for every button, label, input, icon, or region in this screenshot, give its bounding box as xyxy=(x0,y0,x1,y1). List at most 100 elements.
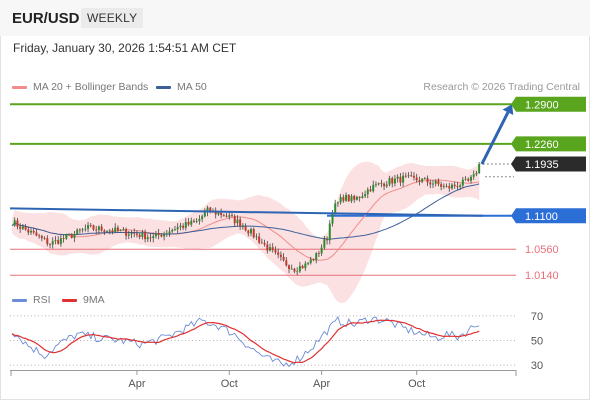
candle xyxy=(461,176,464,189)
candle xyxy=(423,176,426,180)
candle xyxy=(266,240,269,254)
candle xyxy=(288,264,291,274)
candle-body xyxy=(49,244,52,245)
candle-body xyxy=(347,194,350,202)
candle xyxy=(415,173,418,183)
candle-body xyxy=(182,225,185,228)
candle-body xyxy=(100,226,103,231)
candle xyxy=(119,229,122,232)
candle xyxy=(59,234,62,247)
candle xyxy=(421,178,424,184)
legend-ma20-label: MA 20 + Bollinger Bands xyxy=(33,81,149,93)
candle-body xyxy=(57,240,60,244)
candle-body xyxy=(285,260,288,266)
candle-body xyxy=(114,227,117,232)
candle-body xyxy=(103,230,106,233)
candle-body xyxy=(163,233,166,237)
candle-body xyxy=(127,234,130,236)
candle-body xyxy=(230,215,233,217)
candle-body xyxy=(87,225,90,229)
candle-body xyxy=(467,178,470,181)
candle-body xyxy=(464,178,467,180)
candle-body xyxy=(353,196,356,200)
candle-body xyxy=(138,234,141,238)
candle xyxy=(100,224,103,232)
candle xyxy=(285,256,288,267)
candle-body xyxy=(70,234,73,238)
candle xyxy=(106,230,109,234)
candle-body xyxy=(450,184,453,189)
candle xyxy=(233,214,236,227)
trend-lines xyxy=(9,104,514,217)
candle xyxy=(399,173,402,187)
candle xyxy=(385,180,388,189)
candle-body xyxy=(154,233,157,237)
candle-body xyxy=(385,184,388,187)
candle-body xyxy=(59,238,62,244)
candle xyxy=(412,172,415,181)
candle xyxy=(97,225,100,235)
candle-body xyxy=(320,247,323,254)
candle-body xyxy=(445,185,448,187)
candle xyxy=(260,238,263,244)
candle xyxy=(111,227,114,235)
chart-datetime: Friday, January 30, 2026 1:54:51 AM CET xyxy=(13,41,237,55)
candle xyxy=(220,208,223,219)
candle xyxy=(317,250,320,257)
candle-body xyxy=(415,177,418,181)
candle-body xyxy=(459,185,462,188)
candle-body xyxy=(201,216,204,220)
candle xyxy=(198,215,201,225)
candle xyxy=(312,258,315,262)
candle-body xyxy=(225,215,228,217)
candle xyxy=(323,235,326,250)
candle xyxy=(258,232,261,245)
candle xyxy=(239,216,242,230)
candle-body xyxy=(290,268,293,270)
candle-body xyxy=(184,222,187,228)
candle xyxy=(135,230,138,238)
candle xyxy=(62,234,65,243)
candle-body xyxy=(277,252,280,255)
legend-rsi-label: RSI xyxy=(33,294,51,306)
candle-body xyxy=(304,263,307,269)
candle-body xyxy=(119,229,122,231)
candle xyxy=(32,227,35,235)
candle xyxy=(290,264,293,270)
candle xyxy=(13,217,16,227)
candle xyxy=(263,239,266,247)
candle-body xyxy=(369,189,372,192)
ma20-line xyxy=(11,179,480,261)
candle xyxy=(46,235,49,247)
candle-body xyxy=(402,175,405,183)
level-labels: 1.2900 1.2260 1.1935 1.1100 1.0560 1.0140 xyxy=(511,96,586,282)
candle-body xyxy=(478,164,481,173)
candle-body xyxy=(247,230,250,234)
rsi-panel: 70 50 30 xyxy=(10,311,543,372)
candle-body xyxy=(209,207,212,213)
candle-body xyxy=(239,219,242,227)
candle xyxy=(182,223,185,231)
timeframe-badge[interactable]: WEEKLY xyxy=(81,8,144,28)
candle xyxy=(84,224,87,232)
candle xyxy=(138,232,141,240)
level-label-1: 1.2260 xyxy=(525,139,559,151)
candle-body xyxy=(301,266,304,269)
candle-body xyxy=(399,176,402,183)
candle-body xyxy=(475,172,478,175)
candle-body xyxy=(206,207,209,213)
candle xyxy=(328,220,331,245)
candle xyxy=(361,192,364,199)
candle-body xyxy=(336,202,339,204)
symbol-title: EUR/USD xyxy=(12,10,80,27)
candle xyxy=(274,246,277,255)
candle-body xyxy=(27,229,30,233)
candle-body xyxy=(236,219,239,224)
candle xyxy=(426,175,429,187)
candle-body xyxy=(146,237,149,240)
candle-body xyxy=(307,263,310,264)
candle-body xyxy=(361,196,364,198)
candle-body xyxy=(364,194,367,197)
level-label-3: 1.1100 xyxy=(525,211,558,223)
